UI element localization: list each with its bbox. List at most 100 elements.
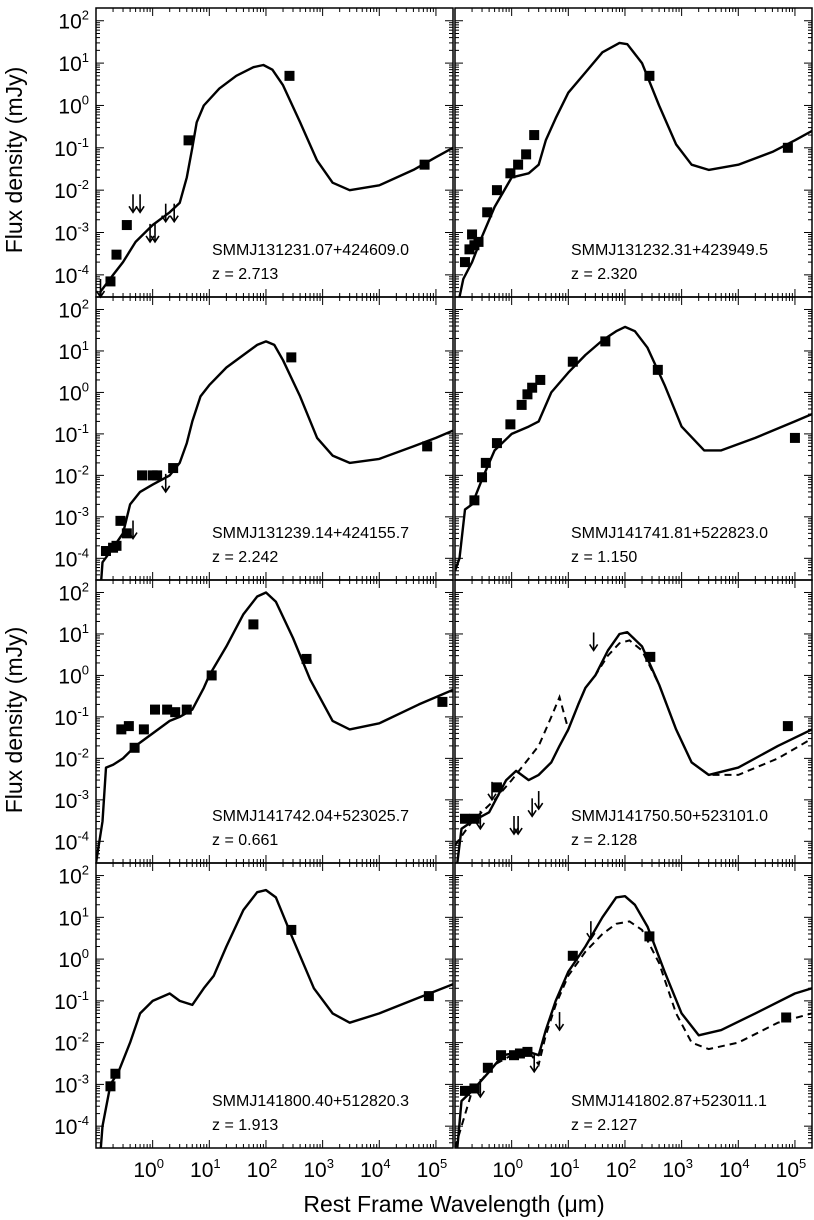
data-point <box>162 704 173 715</box>
data-point <box>437 696 448 707</box>
upper-limit-arrow <box>161 203 171 224</box>
data-point <box>170 707 181 718</box>
data-point <box>477 472 488 483</box>
panel-8: SMMJ141802.87+523011.1 z = 2.127 <box>454 862 813 1149</box>
model-curve <box>96 591 453 863</box>
data-point <box>422 441 433 452</box>
upper-limit-arrow <box>169 203 179 224</box>
data-point <box>482 1062 493 1073</box>
x-tick-label: 103 <box>303 1156 334 1182</box>
panel-5: SMMJ141742.04+523025.7 z = 0.661 <box>95 579 454 864</box>
data-point <box>473 236 484 247</box>
redshift-label: z = 2.320 <box>571 266 637 283</box>
data-point <box>115 515 126 526</box>
source-name: SMMJ141742.04+523025.7 <box>212 808 409 825</box>
x-axis-title: Rest Frame Wavelength (μm) <box>303 1191 604 1217</box>
y-tick-label: 10-2 <box>54 462 89 488</box>
upper-limit-arrow <box>534 791 544 811</box>
source-name: SMMJ141800.40+512820.3 <box>212 1093 409 1110</box>
data-point <box>206 670 217 681</box>
data-point <box>514 1048 525 1059</box>
x-tick-label: 105 <box>776 1156 807 1182</box>
data-point <box>419 159 430 170</box>
x-tick-label: 102 <box>606 1156 637 1182</box>
source-name: SMMJ131232.31+423949.5 <box>571 242 768 259</box>
data-point <box>644 70 655 81</box>
y-tick-label: 10-3 <box>54 504 89 530</box>
data-point <box>782 721 793 732</box>
upper-limit-arrow <box>475 1078 486 1099</box>
data-point <box>116 724 127 735</box>
data-point <box>469 813 480 824</box>
model-curve <box>98 63 453 297</box>
y-tick-label: 10-3 <box>54 787 89 813</box>
y-tick-label: 100 <box>58 92 89 118</box>
data-point <box>105 276 116 287</box>
redshift-label: z = 2.242 <box>212 549 278 566</box>
upper-limit-arrow <box>487 781 497 802</box>
y-tick-label: 10-2 <box>54 177 89 203</box>
redshift-label: z = 2.128 <box>571 832 637 849</box>
data-point <box>152 470 163 481</box>
data-point <box>459 813 470 824</box>
data-point <box>513 159 524 170</box>
panel-3: SMMJ131239.14+424155.7 z = 2.242 <box>95 296 454 581</box>
x-tick-label: 101 <box>190 1156 221 1182</box>
data-point <box>645 651 656 662</box>
y-tick-label: 102 <box>58 296 89 322</box>
data-point <box>138 724 149 735</box>
model-curve <box>455 325 812 572</box>
data-point <box>150 704 161 715</box>
redshift-label: z = 1.913 <box>212 1117 278 1134</box>
data-point <box>105 1081 116 1092</box>
x-tick-label: 103 <box>662 1156 693 1182</box>
model-curve <box>458 41 812 297</box>
y-tick-label: 102 <box>58 579 89 605</box>
y-tick-label: 100 <box>58 379 89 405</box>
data-point <box>491 185 502 196</box>
data-point <box>522 389 533 400</box>
upper-limit-arrow <box>509 816 519 836</box>
y-tick-label: 101 <box>58 50 89 76</box>
x-tick-label: 101 <box>549 1156 580 1182</box>
panel-1: SMMJ131231.07+424609.0 z = 2.713 <box>95 7 454 299</box>
data-point <box>301 653 312 664</box>
data-point <box>505 168 516 179</box>
model-curve-dashed <box>455 920 812 1148</box>
upper-limit-arrow <box>529 1053 539 1074</box>
data-point <box>121 220 132 231</box>
data-point <box>509 1050 520 1061</box>
data-point <box>789 432 800 443</box>
data-point <box>469 495 480 506</box>
data-point <box>567 356 578 367</box>
data-point <box>516 399 527 410</box>
y-tick-label: 101 <box>58 621 89 647</box>
y-tick-label: 100 <box>58 946 89 972</box>
upper-limit-arrow <box>150 223 160 244</box>
data-point <box>522 1046 533 1057</box>
x-tick-label: 104 <box>360 1156 391 1182</box>
redshift-label: z = 0.661 <box>212 832 278 849</box>
y-tick-label: 10-1 <box>54 135 89 161</box>
data-point <box>527 382 538 393</box>
data-point <box>284 70 295 81</box>
data-point <box>644 931 655 942</box>
data-point <box>505 419 516 430</box>
data-point <box>111 540 122 551</box>
data-point <box>482 207 493 218</box>
x-tick-label: 102 <box>247 1156 278 1182</box>
upper-limit-arrow <box>586 921 596 941</box>
source-name: SMMJ131239.14+424155.7 <box>212 525 409 542</box>
y-tick-label: 102 <box>58 8 89 34</box>
upper-limit-arrow <box>475 810 486 831</box>
y-axis-title: Flux density (mJy) <box>1 67 27 254</box>
y-tick-label: 10-4 <box>54 1113 89 1139</box>
upper-limit-arrow <box>513 816 523 836</box>
data-point <box>459 257 470 268</box>
source-name: SMMJ141750.50+523101.0 <box>571 808 768 825</box>
y-axis-title: Flux density (mJy) <box>1 627 27 814</box>
x-tick-label: 105 <box>417 1156 448 1182</box>
y-tick-label: 10-4 <box>54 828 89 854</box>
panel-6: SMMJ141750.50+523101.0 z = 2.128 <box>454 579 813 864</box>
